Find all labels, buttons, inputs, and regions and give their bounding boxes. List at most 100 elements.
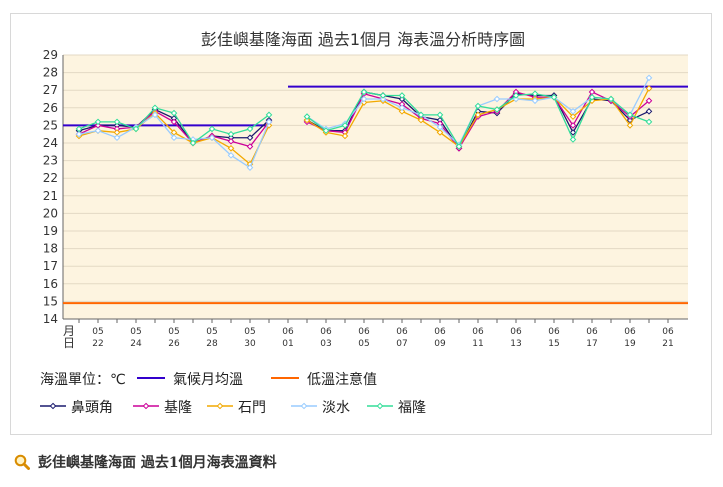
x-tick-label-month: 06 bbox=[586, 327, 598, 337]
y-tick-label: 17 bbox=[43, 259, 58, 273]
y-tick-label: 14 bbox=[43, 312, 58, 326]
legend-label: 低溫注意值 bbox=[307, 371, 377, 388]
x-tick-label-month: 06 bbox=[472, 327, 484, 337]
data-point bbox=[170, 118, 178, 126]
data-point bbox=[493, 95, 501, 103]
legend-marker bbox=[49, 402, 57, 410]
data-point bbox=[246, 164, 254, 171]
data-point bbox=[531, 90, 539, 98]
data-point bbox=[303, 113, 311, 120]
data-point bbox=[208, 125, 216, 133]
data-point bbox=[645, 85, 653, 92]
x-tick-label-day: 28 bbox=[206, 339, 218, 349]
data-point bbox=[341, 132, 349, 140]
data-point bbox=[398, 108, 406, 115]
data-point bbox=[227, 144, 235, 152]
data-point bbox=[189, 139, 197, 147]
data-point bbox=[531, 97, 539, 105]
chart-title: 彭佳嶼基隆海面 過去1個月 海表溫分析時序圖 bbox=[201, 30, 525, 49]
y-tick-label: 20 bbox=[43, 206, 58, 220]
data-point bbox=[436, 129, 444, 136]
data-point bbox=[94, 127, 102, 134]
data-point bbox=[645, 74, 653, 82]
data-point bbox=[436, 111, 444, 119]
x-tick-label-day: 03 bbox=[320, 339, 331, 349]
x-tick-label-month: 06 bbox=[358, 327, 370, 337]
data-point bbox=[227, 130, 235, 138]
data-point bbox=[398, 92, 406, 99]
legend-label: 氣候月均溫 bbox=[173, 372, 243, 388]
data-point bbox=[436, 123, 444, 131]
data-point bbox=[227, 137, 235, 145]
data-point bbox=[341, 122, 349, 129]
x-axis-label: 日 bbox=[63, 336, 75, 350]
x-tick-label-month: 06 bbox=[396, 327, 408, 337]
y-tick-label: 26 bbox=[43, 101, 58, 115]
y-tick-label: 15 bbox=[43, 294, 58, 308]
data-point bbox=[151, 104, 159, 112]
data-point bbox=[569, 113, 577, 120]
data-point bbox=[94, 118, 102, 126]
legend-marker bbox=[300, 402, 308, 410]
x-tick-label-month: 06 bbox=[548, 327, 560, 337]
data-point bbox=[474, 102, 482, 110]
data-point bbox=[322, 127, 330, 134]
x-tick-label-day: 21 bbox=[662, 339, 673, 349]
y-tick-label: 16 bbox=[43, 277, 58, 291]
x-tick-label-day: 24 bbox=[130, 339, 142, 349]
x-tick-label-day: 17 bbox=[586, 339, 597, 349]
sea-temperature-chart: 彭佳嶼基隆海面 過去1個月 海表溫分析時序圖 14 15 16 17 18 19 20 21 2… bbox=[40, 30, 688, 416]
data-point bbox=[246, 125, 254, 133]
x-tick-label-day: 30 bbox=[244, 339, 256, 349]
x-tick-label-day: 11 bbox=[472, 339, 483, 349]
data-point bbox=[455, 143, 463, 150]
data-point bbox=[170, 109, 178, 117]
x-tick-label-month: 06 bbox=[624, 327, 636, 337]
data-point bbox=[265, 118, 273, 126]
x-tick-label-day: 01 bbox=[282, 339, 293, 349]
y-tick-label: 22 bbox=[43, 171, 58, 185]
x-tick-label-day: 26 bbox=[168, 339, 180, 349]
data-point bbox=[569, 129, 577, 136]
legend-label: 淡水 bbox=[322, 400, 350, 416]
x-tick-label-day: 15 bbox=[548, 339, 559, 349]
data-point bbox=[493, 106, 501, 113]
legend-label: 福隆 bbox=[398, 400, 426, 416]
y-tick-label: 25 bbox=[43, 118, 58, 132]
data-point bbox=[512, 95, 520, 103]
data-point bbox=[113, 118, 121, 126]
legend-marker bbox=[216, 402, 224, 410]
data-point bbox=[645, 97, 653, 105]
footer-data-link[interactable]: 彭佳嶼基隆海面 過去1個月海表溫資料 bbox=[14, 452, 277, 472]
x-tick-label-month: 05 bbox=[130, 327, 141, 337]
data-point bbox=[246, 134, 254, 142]
data-point bbox=[588, 93, 596, 101]
footer-link-label: 彭佳嶼基隆海面 過去1個月海表溫資料 bbox=[38, 455, 277, 471]
data-point bbox=[75, 130, 83, 138]
data-point bbox=[417, 116, 425, 124]
legend-label: 石門 bbox=[238, 400, 266, 416]
x-tick-label-day: 09 bbox=[434, 339, 446, 349]
data-point bbox=[607, 95, 615, 103]
y-tick-label: 18 bbox=[43, 242, 58, 256]
legend-marker bbox=[376, 402, 384, 410]
data-point bbox=[303, 116, 311, 124]
data-point bbox=[360, 88, 368, 96]
data-point bbox=[379, 95, 387, 103]
unit-label: 海溫單位：℃ bbox=[40, 372, 126, 388]
data-point bbox=[151, 111, 159, 119]
data-point bbox=[170, 134, 178, 142]
data-point bbox=[569, 108, 577, 115]
x-tick-label-month: 05 bbox=[168, 327, 179, 337]
x-tick-label-day: 13 bbox=[510, 339, 521, 349]
x-tick-label-month: 06 bbox=[434, 327, 446, 337]
data-point bbox=[360, 95, 368, 103]
data-point bbox=[398, 104, 406, 112]
data-point bbox=[208, 134, 216, 142]
x-tick-label-month: 06 bbox=[662, 327, 674, 337]
data-point bbox=[512, 92, 520, 99]
x-axis-label: 月 bbox=[63, 324, 75, 338]
data-point bbox=[569, 122, 577, 129]
x-tick-label-month: 05 bbox=[92, 327, 103, 337]
x-tick-label-day: 05 bbox=[358, 339, 369, 349]
